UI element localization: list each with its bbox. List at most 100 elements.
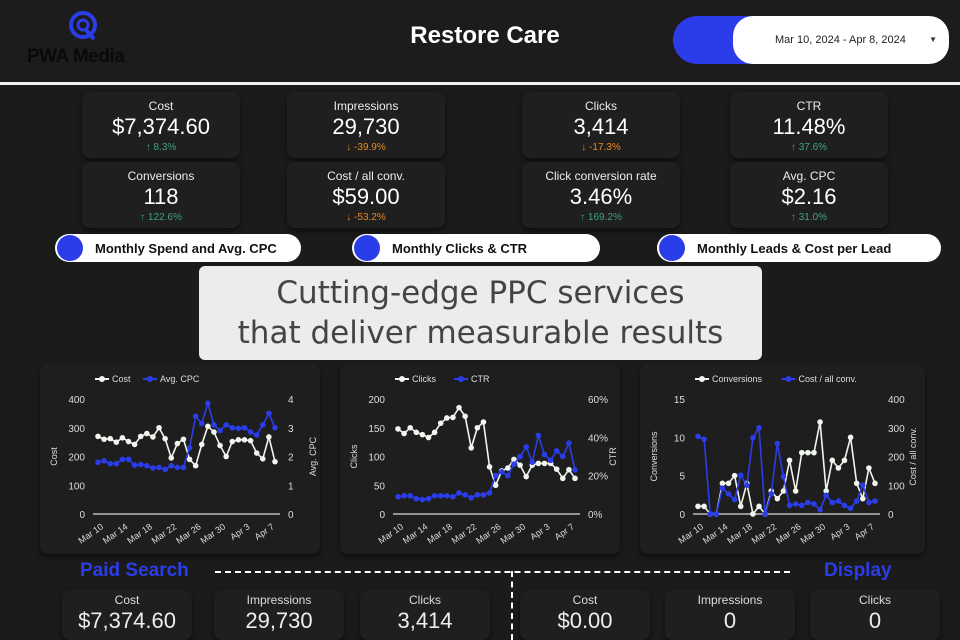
legend-marker — [399, 376, 405, 382]
data-point — [535, 432, 542, 439]
date-range-picker[interactable]: Mar 10, 2024 - Apr 8, 2024 ▼ — [733, 16, 949, 64]
kpi-label: Cost — [572, 593, 598, 607]
data-point — [866, 499, 872, 506]
data-point — [707, 511, 714, 517]
data-point — [137, 461, 144, 468]
arrow-down-icon: ↓ — [581, 142, 587, 153]
y2-tick-label: 400 — [888, 395, 905, 406]
kpi-label: Clicks — [859, 593, 891, 607]
date-range-value: Mar 10, 2024 - Apr 8, 2024 — [775, 34, 906, 46]
data-point — [559, 453, 566, 460]
data-point — [780, 488, 787, 494]
x-tick-label: Mar 14 — [401, 521, 430, 545]
data-point — [425, 434, 432, 441]
legend-label: CTR — [471, 374, 490, 384]
data-point — [272, 424, 278, 431]
data-point — [719, 480, 726, 487]
x-tick-label: Mar 30 — [199, 521, 228, 545]
y-tick-label: 400 — [68, 395, 85, 406]
data-point — [566, 466, 572, 473]
x-tick-label: Mar 22 — [450, 521, 479, 545]
data-point — [541, 460, 548, 467]
data-point — [401, 430, 407, 437]
tab-monthly-leads[interactable]: Monthly Leads & Cost per Lead — [657, 234, 941, 262]
data-point — [192, 462, 199, 469]
data-point — [407, 424, 414, 431]
kpi-delta-value: 169.2% — [587, 212, 622, 223]
data-point — [456, 404, 462, 411]
data-point — [750, 511, 756, 517]
kpi-card: Click conversion rate 3.46% ↑ 169.2% — [522, 162, 680, 228]
data-point — [737, 503, 744, 510]
legend-label: Cost / all conv. — [799, 374, 857, 384]
arrow-down-icon: ↓ — [346, 212, 352, 223]
data-point — [205, 423, 211, 430]
data-point — [786, 457, 793, 464]
data-point — [744, 482, 750, 489]
legend-marker — [785, 376, 792, 382]
y-tick-label: 0 — [379, 510, 385, 521]
y2-axis-title: Avg. CPC — [308, 436, 318, 476]
data-point — [468, 445, 475, 451]
data-point — [168, 462, 175, 469]
legend-label: Cost — [112, 374, 131, 384]
data-point — [211, 429, 217, 435]
data-point — [419, 496, 426, 503]
data-point — [101, 436, 107, 443]
data-point — [150, 465, 156, 471]
y-axis-title: Conversions — [649, 431, 659, 482]
chart-spend-cpc: Cost Avg. CPC 0 100 200 300 400 0 1 2 3 4 Cost Avg. C… — [40, 364, 320, 554]
data-point — [572, 475, 578, 482]
display-kpi-card: Cost $0.00 — [520, 590, 650, 640]
data-point — [119, 456, 126, 463]
kpi-delta: ↑ 37.6% — [730, 142, 888, 153]
arrow-up-icon: ↑ — [145, 142, 151, 153]
data-point — [401, 492, 407, 499]
data-point — [517, 453, 523, 460]
data-point — [774, 495, 781, 502]
tab-monthly-spend[interactable]: Monthly Spend and Avg. CPC — [55, 234, 301, 262]
data-point — [431, 492, 438, 499]
data-point — [437, 420, 444, 426]
y-tick-label: 300 — [68, 424, 85, 435]
data-point — [259, 422, 266, 428]
data-point — [198, 420, 205, 427]
data-point — [792, 488, 799, 494]
data-point — [505, 465, 511, 471]
paid_search-kpi-card: Cost $7,374.60 — [62, 590, 192, 640]
y2-tick-label: 200 — [888, 453, 905, 464]
tab-monthly-clicks[interactable]: Monthly Clicks & CTR — [352, 234, 600, 262]
kpi-label: Impressions — [333, 99, 399, 113]
x-tick-label: Mar 10 — [76, 521, 105, 545]
data-point — [829, 499, 836, 506]
tab-label: Monthly Leads & Cost per Lead — [697, 240, 892, 256]
data-point — [217, 442, 223, 449]
kpi-label: CTR — [796, 99, 822, 113]
paid_search-kpi-card: Clicks 3,414 — [360, 590, 490, 640]
kpi-card: CTR 11.48% ↑ 37.6% — [730, 92, 888, 158]
kpi-label: Clicks — [585, 99, 617, 113]
data-point — [701, 503, 707, 510]
data-point — [553, 466, 560, 472]
data-point — [713, 511, 720, 517]
data-point — [792, 501, 799, 507]
data-point — [541, 451, 548, 458]
kpi-delta: ↓ -39.9% — [287, 142, 445, 153]
x-tick-label: Mar 26 — [174, 521, 203, 545]
kpi-delta: ↓ -53.2% — [287, 212, 445, 223]
series-line-clicks — [397, 406, 576, 488]
x-tick-label: Mar 22 — [150, 521, 179, 545]
data-point — [780, 473, 787, 480]
arrow-up-icon: ↑ — [140, 212, 146, 223]
y-tick-label: 10 — [674, 433, 686, 444]
y2-axis-title: Cost / all conv. — [908, 427, 918, 485]
data-point — [719, 485, 726, 491]
data-point — [168, 455, 175, 461]
legend-label: Conversions — [712, 374, 763, 384]
data-point — [107, 460, 114, 467]
x-tick-label: Mar 14 — [701, 521, 730, 545]
data-point — [450, 493, 456, 500]
logo-icon — [69, 11, 97, 41]
data-point — [444, 415, 450, 421]
data-point — [247, 437, 254, 444]
